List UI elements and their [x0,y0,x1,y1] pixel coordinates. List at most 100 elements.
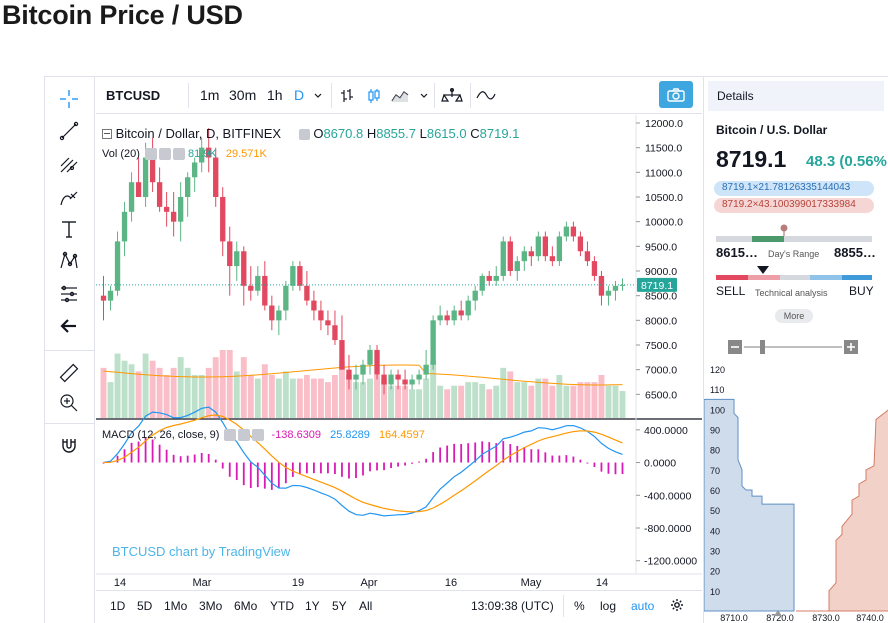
magnet-icon[interactable] [56,433,82,459]
range-6mo[interactable]: 6Mo [234,599,258,613]
brush-icon[interactable] [56,184,82,210]
volume-bar [240,357,247,418]
volume-bar [577,382,584,418]
macd-histogram-bar [467,443,470,463]
compare-icon[interactable] [474,84,498,108]
chevron-down-icon[interactable] [306,84,330,108]
macd-histogram-bar [614,462,617,475]
pattern-icon[interactable] [56,248,82,274]
price-tick-label: 11500.0 [645,143,682,155]
volume-bar [451,385,458,418]
candles-icon[interactable] [362,84,386,108]
trendline-icon[interactable] [56,118,82,144]
fib-icon[interactable] [56,151,82,177]
volume-bar [521,382,528,418]
eye-icon[interactable] [298,129,310,141]
macd-histogram-bar [242,462,245,486]
collapse-icon[interactable] [102,128,112,139]
macd-histogram-bar [509,444,512,463]
range-3mo[interactable]: 3Mo [199,599,223,613]
range-all[interactable]: All [359,599,373,613]
more-button[interactable]: More [775,309,813,323]
time-tick-label: May [521,577,542,589]
candle-body [311,300,317,311]
days-range-label: Day's Range [768,249,820,259]
crosshair-icon[interactable] [56,86,82,112]
tradingview-watermark[interactable]: BTCUSD chart by TradingView [112,544,291,559]
range-5y[interactable]: 5Y [332,599,347,613]
candle-body [213,157,219,197]
range-1y[interactable]: 1Y [305,599,320,613]
candle-body [472,290,478,301]
ruler-icon[interactable] [56,360,82,386]
range-5d[interactable]: 5D [137,599,153,613]
volume-label: Vol (20) [102,148,140,160]
back-arrow-icon[interactable] [56,313,82,339]
interval-d[interactable]: D [294,87,305,103]
candle-body [149,157,156,183]
measure-icon[interactable] [56,281,82,307]
volume-bar [332,375,338,418]
volume-legend: Vol (20) 81.9K 29.571K [102,148,267,161]
close-icon[interactable] [172,148,185,161]
candle-body [591,261,598,276]
candle-body [535,236,541,257]
bars-icon[interactable] [335,84,359,108]
details-tab[interactable]: Details [708,81,884,111]
interval-30m[interactable]: 30m [229,87,257,103]
close-icon[interactable] [252,429,265,442]
candle-body [486,275,492,281]
volume-bar [353,382,359,418]
depth-chart[interactable]: 120 110 100 90 80 70 60 50 40 30 20 10 8710.0 8720.0 8… [704,337,888,623]
signal-line [103,414,623,513]
macd-histogram-bar [397,462,399,467]
macd-histogram-bar [158,444,161,463]
chevron-down-icon[interactable] [412,84,436,108]
candle-body [339,340,345,370]
macd-histogram-bar [172,454,175,463]
candle-body [528,251,534,257]
macd-histogram-bar [439,447,442,463]
volume-bar [282,371,289,418]
macd-histogram-bar [228,462,231,477]
range-1mo[interactable]: 1Mo [164,599,188,613]
zoom-icon[interactable] [56,390,82,416]
settings-icon[interactable] [158,148,171,161]
snapshot-button[interactable] [659,81,693,108]
volume-bar [584,382,591,418]
macd-histogram-bar [137,441,140,463]
price-tick-label: 10000.0 [645,217,683,229]
range-ytd[interactable]: YTD [270,599,294,613]
percent-toggle[interactable]: % [574,599,585,613]
ask-depth-area [796,409,888,612]
candle-body [388,374,394,385]
text-icon[interactable] [56,216,82,242]
interval-1h[interactable]: 1h [267,87,283,103]
macd-tick-label: 0.0000 [644,458,676,470]
range-1d[interactable]: 1D [110,599,126,613]
auto-toggle[interactable]: auto [631,599,655,613]
symbol-search[interactable]: BTCUSD [106,88,161,103]
macd-histogram-bar [102,462,105,464]
candle-body [142,157,149,197]
settings-icon[interactable] [238,429,251,442]
days-range-bar [716,236,872,242]
volume-bar [542,378,549,418]
depth-y-tick: 30 [710,547,720,557]
range-marker-icon [780,224,788,236]
eye-icon[interactable] [144,148,157,161]
macd-tick-label: -1200.0000 [644,556,697,568]
area-chart-icon[interactable] [388,84,412,108]
gear-icon[interactable] [670,598,684,617]
volume-bar [100,367,107,418]
volume-bar [556,375,563,418]
log-toggle[interactable]: log [600,599,617,613]
interval-1m[interactable]: 1m [200,87,220,103]
eye-icon[interactable] [224,429,237,442]
macd-histogram-bar [334,462,336,475]
ask-pill: 8719.2×43.100399017333984 [714,198,874,213]
utc-clock[interactable]: 13:09:38 (UTC) [471,599,554,613]
macd-histogram-bar [298,462,301,475]
indicators-icon[interactable] [440,84,464,108]
price-chart[interactable]: 12000.0 11500.0 11000.0 10500.0 10000.0 9500.… [96,115,702,591]
